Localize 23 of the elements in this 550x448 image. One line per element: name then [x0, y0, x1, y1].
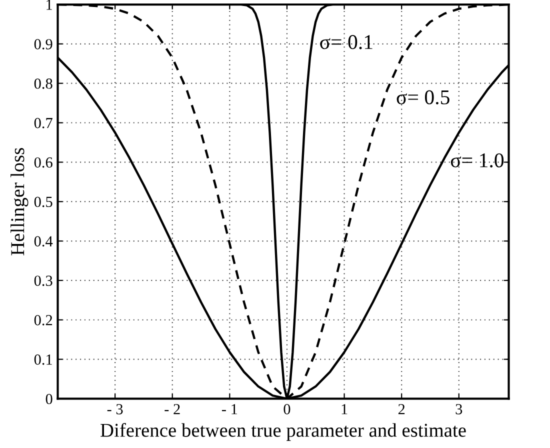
annotation: σ= 0.5: [396, 90, 450, 104]
y-tick-label: 0.6: [34, 157, 52, 168]
y-tick-label: 0.4: [34, 236, 53, 247]
y-tick-label: 0.3: [34, 276, 52, 286]
x-tick-label: - 3: [107, 404, 123, 414]
y-tick-label: 0.7: [34, 118, 52, 128]
x-tick-label: - 2: [164, 404, 180, 414]
y-tick-label: 0.2: [34, 315, 52, 326]
x-tick-label: 1: [342, 404, 348, 414]
x-tick-label: 3: [456, 404, 462, 414]
x-tick-label: - 1: [222, 404, 238, 414]
annotation: σ= 0.1: [320, 35, 372, 50]
x-axis-title: Diference between true parameter and estimate: [100, 422, 466, 441]
x-tick-label: 2: [398, 404, 405, 414]
y-tick-label: 0.9: [34, 39, 52, 50]
annotation: σ= 1.0: [450, 153, 504, 168]
y-tick-label: 0.8: [34, 78, 52, 89]
y-tick-label: 1: [46, 0, 52, 10]
y-axis-title: Hellinger loss: [10, 148, 28, 256]
y-tick-label: 0.5: [34, 196, 52, 208]
y-tick-label: 0.1: [34, 354, 52, 365]
x-tick-label: 0: [284, 404, 290, 414]
y-tick-label: 0: [46, 394, 52, 404]
